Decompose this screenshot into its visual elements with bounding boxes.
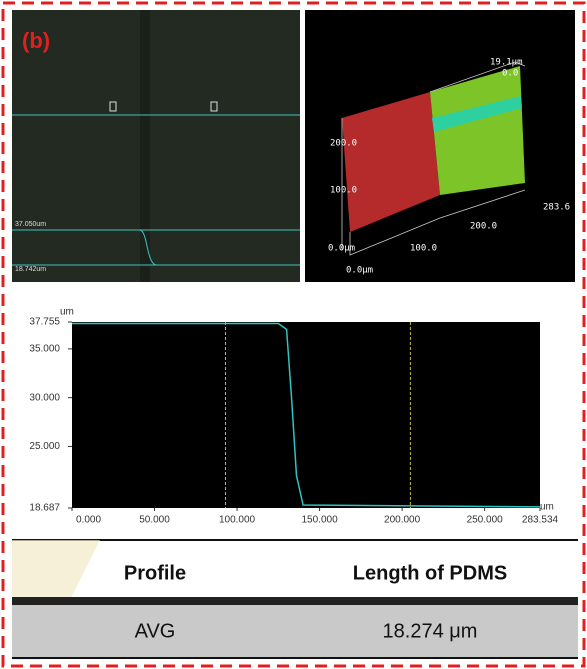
x-tick-label: 100.000: [219, 515, 256, 526]
micrograph-label: 18.742um: [15, 266, 46, 273]
x-tick-label: 150.000: [302, 515, 339, 526]
table-cell: AVG: [135, 620, 176, 642]
render-label: 200.0: [330, 139, 357, 149]
table-header: Length of PDMS: [353, 562, 507, 584]
panel-label: (b): [22, 28, 50, 53]
y-tick-label: 37.755: [29, 317, 60, 328]
render-label: 100.0: [410, 244, 437, 254]
render-label: 200.0: [470, 222, 497, 232]
render-label: 283.6: [543, 203, 570, 213]
plot-area: [72, 322, 540, 508]
render-label: 19.1μm: [490, 58, 523, 68]
render-label: 0.0μm: [328, 244, 355, 254]
micrograph: 37.050um 18.742um: [12, 10, 300, 282]
x-tick-label: 200.000: [384, 515, 421, 526]
x-tick-label: 283.534: [522, 515, 559, 526]
render-3d: 19.1μm 0.0 200.0 100.0 0.0μm 0.0μm 100.0…: [305, 10, 575, 282]
y-tick-label: 25.000: [29, 441, 60, 452]
y-unit: um: [60, 307, 74, 318]
table-header: Profile: [124, 562, 186, 584]
x-tick-label: 0.000: [76, 515, 101, 526]
y-tick-label: 35.000: [29, 344, 60, 355]
figure: 37.050um 18.742um (b) 19.1μm 0.0 200.0 1…: [0, 0, 587, 669]
y-tick-label: 18.687: [29, 503, 60, 514]
table-cell: 18.274 μm: [383, 620, 478, 642]
table: Profile Length of PDMS AVG 18.274 μm: [12, 540, 578, 660]
x-tick-label: 50.000: [139, 515, 170, 526]
micrograph-label: 37.050um: [15, 221, 46, 228]
render-label: 100.0: [330, 186, 357, 196]
x-unit: um: [540, 502, 554, 513]
x-tick-label: 250.000: [467, 515, 504, 526]
render-label: 0.0μm: [346, 266, 373, 276]
render-label: 0.0: [502, 69, 518, 79]
y-tick-label: 30.000: [29, 392, 60, 403]
